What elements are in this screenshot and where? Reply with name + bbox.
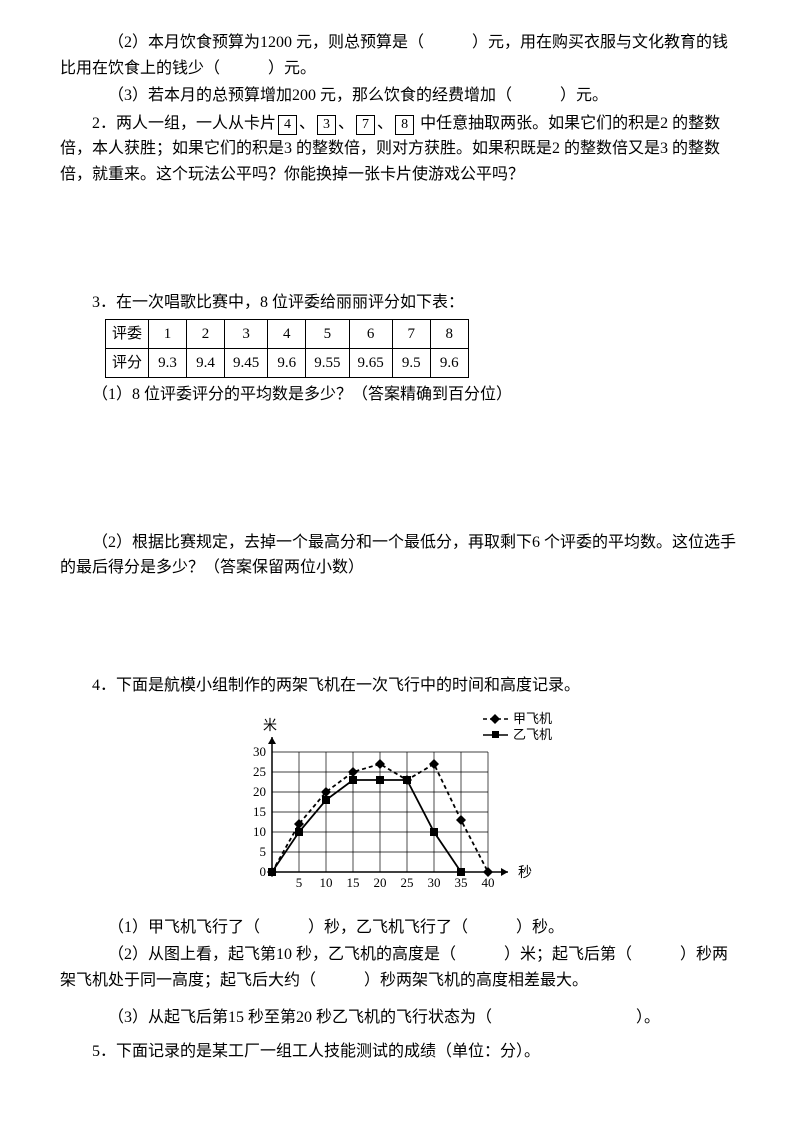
- question-4-1: （1）甲飞机飞行了（ ）秒，乙飞机飞行了（ ）秒。: [60, 915, 740, 941]
- q3-2-text: （2）根据比赛规定，去掉一个最高分和一个最低分，再取剩下6 个评委的平均数。这位…: [60, 534, 736, 577]
- row1-c1: 1: [149, 320, 187, 349]
- svg-text:20: 20: [253, 784, 266, 799]
- svg-text:30: 30: [253, 744, 266, 759]
- card-3: 3: [317, 115, 336, 135]
- row1-label: 评委: [106, 320, 149, 349]
- svg-text:20: 20: [374, 875, 387, 890]
- svg-text:5: 5: [296, 875, 303, 890]
- score-table: 评委 1 2 3 4 5 6 7 8 评分 9.3 9.4 9.45 9.6 9…: [105, 319, 469, 378]
- svg-text:甲飞机: 甲飞机: [513, 711, 552, 726]
- svg-text:30: 30: [428, 875, 441, 890]
- row2-c5: 9.55: [306, 349, 349, 378]
- svg-text:25: 25: [253, 764, 266, 779]
- svg-text:15: 15: [253, 804, 266, 819]
- table-row: 评委 1 2 3 4 5 6 7 8: [106, 320, 469, 349]
- row2-label: 评分: [106, 349, 149, 378]
- question-1-3: （3）若本月的总预算增加200 元，那么饮食的经费增加（ ）元。: [60, 83, 740, 109]
- svg-text:15: 15: [347, 875, 360, 890]
- q4-intro-text: 4．下面是航模小组制作的两架飞机在一次飞行中的时间和高度记录。: [92, 677, 580, 694]
- svg-text:5: 5: [260, 844, 267, 859]
- row2-c8: 9.6: [430, 349, 468, 378]
- question-3-2: （2）根据比赛规定，去掉一个最高分和一个最低分，再取剩下6 个评委的平均数。这位…: [60, 530, 740, 581]
- q5-intro-text: 5．下面记录的是某工厂一组工人技能测试的成绩（单位：分）。: [92, 1043, 540, 1060]
- svg-text:秒: 秒: [518, 865, 532, 881]
- row2-c6: 9.65: [349, 349, 392, 378]
- question-4-intro: 4．下面是航模小组制作的两架飞机在一次飞行中的时间和高度记录。: [60, 673, 740, 699]
- row1-c5: 5: [306, 320, 349, 349]
- row2-c2: 9.4: [187, 349, 225, 378]
- svg-text:0: 0: [260, 864, 267, 879]
- question-2: 2．两人一组，一人从卡片4、3、7、8 中任意抽取两张。如果它们的积是2 的整数…: [60, 111, 740, 188]
- card-8: 8: [395, 115, 414, 135]
- svg-text:40: 40: [482, 875, 495, 890]
- svg-text:35: 35: [455, 875, 468, 890]
- svg-text:乙飞机: 乙飞机: [513, 727, 552, 742]
- card-4: 4: [278, 115, 297, 135]
- row1-c4: 4: [268, 320, 306, 349]
- sep3: 、: [377, 115, 393, 132]
- card-7: 7: [356, 115, 375, 135]
- q3-1-text: （1）8 位评委评分的平均数是多少？（答案精确到百分位）: [92, 386, 512, 403]
- row2-c1: 9.3: [149, 349, 187, 378]
- q1-3-text: （3）若本月的总预算增加200 元，那么饮食的经费增加（ ）元。: [108, 87, 608, 104]
- question-4-3: （3）从起飞后第15 秒至第20 秒乙飞机的飞行状态为（ ）。: [60, 1005, 740, 1031]
- row2-c7: 9.5: [392, 349, 430, 378]
- sep2: 、: [338, 115, 354, 132]
- question-1-2: （2）本月饮食预算为1200 元，则总预算是（ ）元，用在购买衣服与文化教育的钱…: [60, 30, 740, 81]
- q4-3-text: （3）从起飞后第15 秒至第20 秒乙飞机的飞行状态为（ ）。: [108, 1009, 660, 1026]
- row2-c4: 9.6: [268, 349, 306, 378]
- row1-c3: 3: [225, 320, 268, 349]
- question-5-intro: 5．下面记录的是某工厂一组工人技能测试的成绩（单位：分）。: [60, 1039, 740, 1065]
- sep1: 、: [299, 115, 315, 132]
- row1-c7: 7: [392, 320, 430, 349]
- svg-text:10: 10: [253, 824, 266, 839]
- row2-c3: 9.45: [225, 349, 268, 378]
- q4-2-text: （2）从图上看，起飞第10 秒，乙飞机的高度是（ ）米；起飞后第（ ）秒两架飞机…: [60, 946, 728, 989]
- flight-chart: 0 5 10 15 20 25 30 5 10 15 20 25 30 35 40 米秒 甲飞机乙飞机: [60, 707, 740, 907]
- row1-c2: 2: [187, 320, 225, 349]
- svg-text:米: 米: [263, 718, 277, 734]
- row1-c8: 8: [430, 320, 468, 349]
- question-3-1: （1）8 位评委评分的平均数是多少？（答案精确到百分位）: [60, 382, 740, 408]
- chart-svg: 0 5 10 15 20 25 30 5 10 15 20 25 30 35 40 米秒 甲飞机乙飞机: [190, 707, 610, 907]
- q1-2-text: （2）本月饮食预算为1200 元，则总预算是（ ）元，用在购买衣服与文化教育的钱…: [60, 34, 728, 77]
- row1-c6: 6: [349, 320, 392, 349]
- question-3-intro: 3．在一次唱歌比赛中，8 位评委给丽丽评分如下表：: [60, 290, 740, 316]
- question-4-2: （2）从图上看，起飞第10 秒，乙飞机的高度是（ ）米；起飞后第（ ）秒两架飞机…: [60, 942, 740, 993]
- svg-text:10: 10: [320, 875, 333, 890]
- q2-intro: 2．两人一组，一人从卡片: [92, 115, 276, 132]
- q4-1-text: （1）甲飞机飞行了（ ）秒，乙飞机飞行了（ ）秒。: [108, 919, 564, 936]
- svg-text:25: 25: [401, 875, 414, 890]
- q3-intro-text: 3．在一次唱歌比赛中，8 位评委给丽丽评分如下表：: [92, 294, 464, 311]
- table-row: 评分 9.3 9.4 9.45 9.6 9.55 9.65 9.5 9.6: [106, 349, 469, 378]
